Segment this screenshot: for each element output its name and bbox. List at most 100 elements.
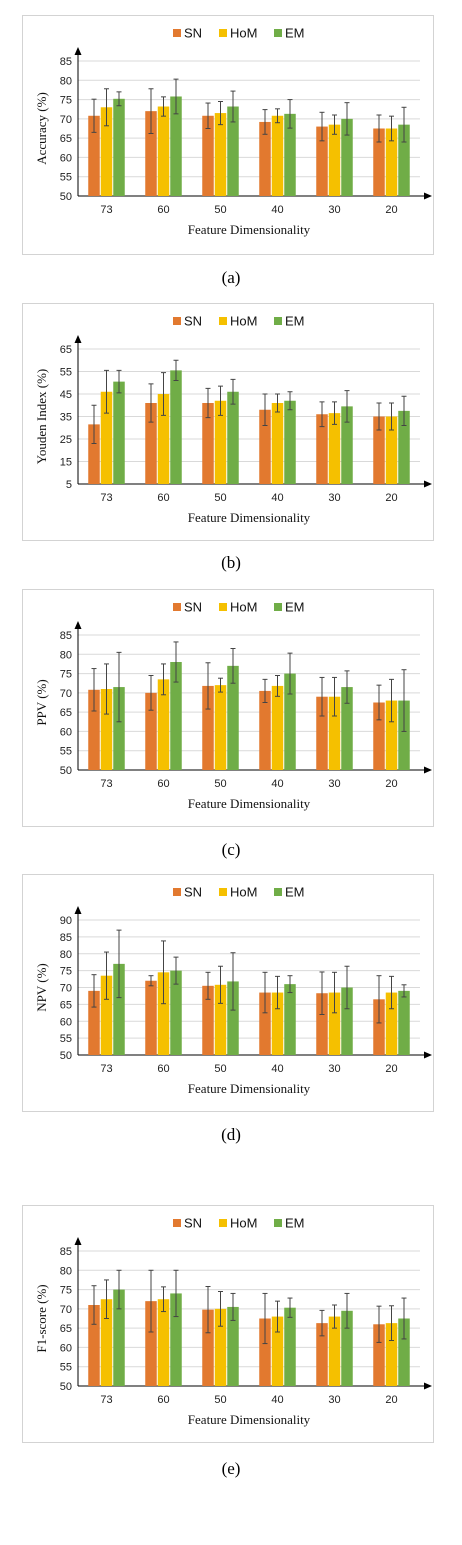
y-tick-label: 50 xyxy=(60,1050,72,1062)
y-axis-title: PPV (%) xyxy=(34,679,49,725)
error-bar xyxy=(275,393,280,413)
bar-hom xyxy=(157,972,170,1055)
x-tick-label: 73 xyxy=(100,492,112,504)
error-bar xyxy=(205,1285,211,1334)
y-tick-label: 65 xyxy=(60,1323,72,1335)
y-tick-label: 25 xyxy=(60,434,72,446)
x-tick-label: 50 xyxy=(214,778,226,790)
error-bar xyxy=(161,1286,166,1313)
error-bar xyxy=(275,108,280,124)
y-axis-arrow xyxy=(74,47,82,55)
error-bar xyxy=(116,91,122,107)
y-tick-label: 65 xyxy=(60,133,72,145)
legend-swatch xyxy=(219,603,227,611)
y-tick-label: 60 xyxy=(60,1016,72,1028)
bar-hom xyxy=(214,113,227,196)
legend-swatch xyxy=(274,317,282,325)
x-axis-arrow xyxy=(424,766,432,774)
chart-caption: (d) xyxy=(221,1125,241,1144)
chart-panel: SN HoM EM 5 15 25 35 45 55 65 73 60 50 40 30 20 Feature … xyxy=(22,303,434,541)
error-bar xyxy=(104,1279,109,1319)
error-bar xyxy=(205,387,211,419)
bar-em xyxy=(227,391,239,484)
error-bar xyxy=(262,393,268,426)
bar-sn xyxy=(259,992,271,1055)
y-tick-label: 75 xyxy=(60,669,72,681)
error-bar xyxy=(218,965,223,1004)
error-bar xyxy=(319,401,325,428)
y-tick-label: 70 xyxy=(60,1304,72,1316)
y-tick-label: 60 xyxy=(60,726,72,738)
bar-hom xyxy=(385,1323,398,1386)
x-tick-label: 20 xyxy=(385,1394,397,1406)
legend-swatch xyxy=(274,1219,282,1227)
error-bar xyxy=(332,401,337,425)
error-bar xyxy=(344,670,350,704)
legend-swatch xyxy=(274,603,282,611)
error-bar xyxy=(262,678,268,703)
error-bar xyxy=(91,1285,97,1325)
y-axis-title: Accuracy (%) xyxy=(34,92,49,165)
y-tick-label: 80 xyxy=(60,1265,72,1277)
error-bar xyxy=(148,88,154,135)
error-bar xyxy=(389,1305,394,1341)
bar-sn xyxy=(259,690,271,770)
y-axis-arrow xyxy=(74,1237,82,1245)
error-bar xyxy=(401,984,407,998)
bar-sn xyxy=(145,111,157,196)
y-tick-label: 75 xyxy=(60,95,72,107)
bar-hom xyxy=(328,1316,341,1386)
bar-em xyxy=(398,410,410,484)
bar-sn xyxy=(202,115,214,196)
bar-em xyxy=(398,700,410,770)
y-tick-label: 35 xyxy=(60,412,72,424)
bar-sn xyxy=(145,692,157,770)
y-axis-title: NPV (%) xyxy=(34,963,49,1012)
legend-label: HoM xyxy=(230,885,257,900)
bar-hom xyxy=(100,689,113,770)
x-axis-arrow xyxy=(424,1382,432,1390)
legend-label: EM xyxy=(285,314,305,329)
bar-sn xyxy=(145,980,157,1055)
y-tick-label: 80 xyxy=(60,649,72,661)
bar-hom xyxy=(157,106,170,196)
bar-hom xyxy=(100,107,113,196)
x-tick-label: 60 xyxy=(157,778,169,790)
error-bar xyxy=(230,648,236,684)
bar-em xyxy=(284,400,296,484)
error-bar xyxy=(230,90,236,123)
error-bar xyxy=(161,372,166,416)
error-bar xyxy=(148,975,154,987)
bar-hom xyxy=(328,696,341,770)
error-bar xyxy=(262,1292,268,1345)
x-axis-title: Feature Dimensionality xyxy=(188,222,311,237)
error-bar xyxy=(376,975,382,1024)
bar-hom xyxy=(214,1308,227,1386)
x-tick-label: 30 xyxy=(328,492,340,504)
y-tick-label: 15 xyxy=(60,457,72,469)
bar-hom xyxy=(328,413,341,484)
legend-label: SN xyxy=(184,885,202,900)
bar-sn xyxy=(88,424,100,484)
legend-swatch xyxy=(219,29,227,37)
error-bar xyxy=(287,99,293,129)
x-tick-label: 20 xyxy=(385,778,397,790)
y-axis-title: Youden Index (%) xyxy=(34,369,49,464)
error-bar xyxy=(104,663,109,715)
error-bar xyxy=(173,359,179,381)
chart-caption: (e) xyxy=(221,1459,241,1478)
error-bar xyxy=(389,678,394,723)
bar-em xyxy=(284,1307,296,1386)
bar-hom xyxy=(214,984,227,1055)
error-bar xyxy=(230,1292,236,1321)
error-bar xyxy=(389,115,394,142)
bar-hom xyxy=(385,700,398,770)
bar-hom xyxy=(157,394,170,484)
y-tick-label: 50 xyxy=(60,1381,72,1393)
chart-panel: SN HoM EM 50 55 60 65 70 75 80 85 90 73 60 50 40 30 20 Fea… xyxy=(22,874,434,1112)
y-tick-label: 80 xyxy=(60,949,72,961)
bar-sn xyxy=(145,1301,157,1386)
x-tick-label: 40 xyxy=(271,778,283,790)
bar-em xyxy=(341,1310,353,1386)
bar-hom xyxy=(157,1299,170,1386)
